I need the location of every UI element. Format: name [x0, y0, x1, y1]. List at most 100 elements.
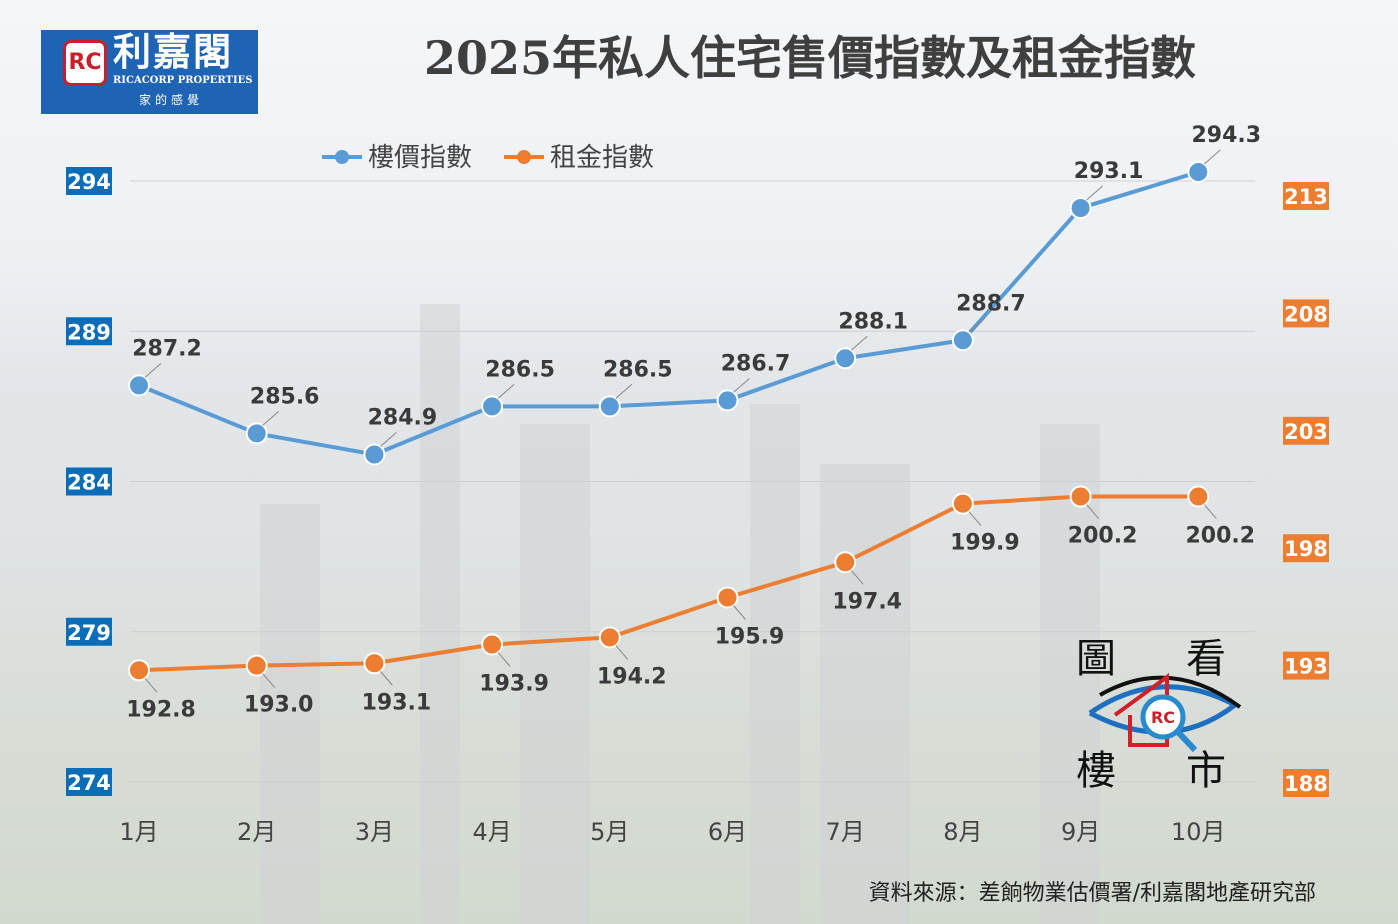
data-label: 284.9	[368, 405, 438, 430]
data-label: 288.7	[956, 291, 1026, 316]
leader-line	[850, 335, 868, 351]
data-label: 197.4	[832, 589, 902, 614]
watermark-logo: 圖 看 樓 市 RC	[1070, 635, 1250, 795]
rc-logo-mark: RC	[63, 40, 107, 86]
legend-marker	[517, 150, 531, 164]
data-label: 195.9	[715, 625, 785, 650]
data-point	[834, 551, 857, 574]
x-tick-label: 8月	[943, 818, 982, 846]
data-label: 200.2	[1068, 524, 1138, 549]
data-label: 199.9	[950, 531, 1020, 556]
left-tick-bg	[66, 617, 112, 646]
legend-label: 租金指數	[550, 143, 654, 173]
right-tick-label: 188	[1284, 772, 1328, 796]
leader-line	[497, 652, 511, 667]
leader-line	[733, 377, 750, 393]
logo-brand-cn: 利嘉閣	[113, 29, 234, 74]
data-label: 286.5	[485, 357, 555, 382]
x-tick-label: 6月	[708, 818, 747, 846]
left-tick-label: 274	[67, 771, 111, 795]
leader-line	[380, 670, 393, 686]
leader-line	[968, 317, 986, 333]
leader-line	[497, 383, 515, 399]
data-point	[951, 329, 974, 352]
data-point	[1069, 197, 1092, 220]
watermark-char: 市	[1186, 748, 1226, 794]
leader-line	[262, 411, 280, 426]
watermark-char: 樓	[1076, 748, 1116, 794]
leader-line	[144, 677, 158, 693]
x-tick-label: 1月	[119, 818, 158, 846]
data-point	[1187, 160, 1210, 183]
leader-line	[1086, 185, 1103, 201]
x-tick-label: 4月	[472, 818, 511, 846]
left-tick-bg	[66, 467, 112, 496]
data-label: 200.2	[1186, 524, 1256, 549]
x-tick-label: 9月	[1061, 818, 1100, 846]
leader-line	[968, 511, 982, 526]
data-point	[716, 389, 739, 412]
left-tick-bg	[66, 317, 112, 346]
watermark-rc: RC	[1151, 708, 1175, 727]
watermark-char: 看	[1186, 636, 1226, 682]
data-label: 193.9	[479, 671, 549, 696]
x-tick-label: 3月	[355, 818, 394, 846]
data-point	[1069, 485, 1092, 508]
series-line	[138, 170, 1199, 457]
data-point	[481, 395, 504, 418]
leader-line	[615, 645, 629, 660]
legend-marker	[335, 150, 349, 164]
right-tick-bg	[1283, 769, 1329, 797]
data-point	[951, 492, 974, 515]
leader-line	[1203, 149, 1221, 165]
right-tick-label: 208	[1284, 302, 1328, 326]
eye-house-icon: RC	[1088, 673, 1242, 753]
data-point	[128, 659, 150, 682]
data-label: 286.7	[721, 351, 791, 376]
data-label: 285.6	[250, 384, 320, 409]
data-label: 194.2	[597, 664, 667, 689]
x-tick-label: 5月	[590, 818, 629, 846]
data-point	[245, 654, 268, 677]
x-tick-label: 10月	[1171, 818, 1226, 846]
x-tick-label: 7月	[826, 818, 865, 846]
data-point	[481, 633, 504, 656]
leader-line	[1203, 504, 1217, 519]
leader-line	[1086, 504, 1099, 519]
data-point	[128, 374, 150, 397]
leader-line	[380, 432, 397, 447]
data-point	[716, 586, 739, 609]
right-tick-label: 193	[1284, 655, 1328, 679]
data-point	[245, 422, 268, 445]
data-source: 資料來源：差餉物業估價署/利嘉閣地產研究部	[868, 881, 1316, 906]
right-tick-label: 213	[1284, 185, 1328, 209]
leader-line	[850, 569, 864, 585]
left-tick-label: 279	[67, 621, 111, 645]
logo-brand-en: RICACORP PROPERTIES	[113, 75, 253, 86]
data-point	[363, 443, 386, 466]
watermark-char: 圖	[1076, 636, 1116, 682]
x-tick-label: 2月	[237, 818, 276, 846]
data-point	[834, 347, 857, 370]
left-tick-bg	[66, 768, 112, 796]
data-label: 294.3	[1192, 123, 1262, 148]
logo-slogan: 家的感覺	[139, 93, 204, 107]
right-tick-bg	[1283, 534, 1329, 563]
right-tick-label: 198	[1284, 537, 1328, 561]
ricacorp-logo: RC 利嘉閣 RICACORP PROPERTIES 家的感覺	[41, 30, 258, 114]
leader-line	[733, 605, 746, 620]
legend-label: 樓價指數	[368, 143, 472, 173]
data-label: 193.0	[244, 693, 314, 718]
data-label: 288.1	[838, 309, 908, 334]
right-tick-label: 203	[1284, 420, 1328, 444]
leader-line	[144, 362, 162, 378]
left-tick-label: 289	[67, 320, 111, 344]
data-label: 286.5	[603, 357, 673, 382]
data-point	[598, 395, 621, 418]
left-tick-label: 294	[67, 170, 111, 194]
data-label: 287.2	[132, 336, 202, 361]
leader-line	[615, 383, 633, 399]
data-point	[1187, 485, 1210, 508]
